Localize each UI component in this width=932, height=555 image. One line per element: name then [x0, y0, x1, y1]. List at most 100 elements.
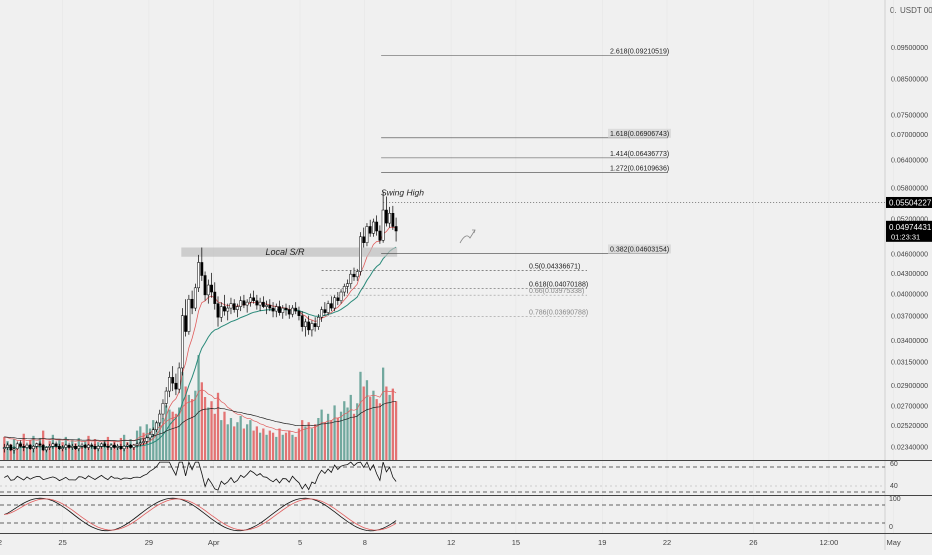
candle-body [190, 298, 194, 309]
time-tick-label: 25 [58, 538, 66, 547]
candle-body [252, 297, 256, 301]
volume-bar [255, 426, 258, 460]
candle-body [310, 323, 314, 331]
candle-body [294, 307, 298, 312]
fib-level-label: 0.382(0.04603154) [610, 246, 669, 253]
candle-body [258, 301, 262, 306]
candle-body [278, 306, 281, 313]
fibonacci-extension[interactable]: 2.618(0.09210519) 1.618(0.06906743) 1.414(… [321, 49, 671, 317]
volume-bar [262, 428, 265, 460]
projection-arrow[interactable] [459, 229, 476, 244]
candle-body [372, 221, 375, 234]
volume-bar [100, 446, 103, 460]
price-tick-label: 0.02520000 [891, 423, 928, 430]
candle-body [32, 446, 35, 449]
candle-body [54, 443, 58, 447]
candle-body [64, 444, 68, 448]
volume-bar [233, 426, 236, 460]
candle-body [184, 315, 188, 332]
countdown-text: 01:23:31 [891, 232, 920, 241]
candle-body [355, 271, 359, 278]
candle-body [368, 226, 372, 234]
candle-body [6, 444, 9, 448]
volume-bar [346, 407, 349, 460]
candlesticks[interactable] [2, 191, 398, 454]
rsi-tick-40: 40 [890, 483, 898, 490]
candle-body [248, 297, 252, 303]
price-tick-label: 0.06400000 [891, 158, 928, 165]
candle-body [268, 304, 272, 309]
volume-bar [320, 409, 323, 460]
volume-bar [132, 444, 135, 460]
candle-body [70, 446, 74, 448]
volume-bar [301, 420, 304, 460]
volume-bar [38, 437, 42, 460]
time-tick-label: May [887, 538, 901, 547]
volume-ma-line [4, 389, 397, 443]
volume-bar [16, 447, 19, 460]
volume-bar [29, 440, 32, 460]
candle-body [35, 443, 39, 447]
volume-bar [275, 436, 278, 460]
volume-bar [359, 371, 362, 460]
rsi-pane[interactable]: 60 40 [0, 460, 932, 493]
candle-body [93, 446, 97, 449]
stoch-rsi-pane[interactable]: 100 0 [0, 495, 932, 532]
local-support-resistance[interactable]: Local S/R [181, 247, 398, 257]
candle-body [19, 443, 22, 447]
swing-high-marker[interactable]: Swing High [381, 187, 885, 203]
volume-bar [297, 428, 301, 460]
candle-body [281, 307, 285, 313]
candle-body [80, 444, 84, 447]
candle-body [284, 307, 288, 310]
candle-body [106, 446, 110, 448]
fib-level-label: 1.618(0.06906743) [610, 131, 669, 138]
volume-bar [382, 367, 385, 460]
candle-body [25, 444, 29, 448]
candle-body [216, 303, 220, 318]
volume-bar [6, 441, 9, 460]
volume-bar [378, 403, 382, 460]
time-tick-label: 15 [512, 538, 520, 547]
candle-body [74, 446, 77, 449]
volume-bar [226, 424, 229, 460]
volume-bar [249, 420, 252, 460]
time-tick-label: 26 [749, 538, 757, 547]
candle-body [261, 301, 265, 307]
price-tick-label: 0.02340000 [891, 444, 928, 451]
volume-bar [103, 440, 106, 460]
candle-body [100, 443, 103, 447]
volume-bar [197, 355, 200, 460]
candle-body [15, 443, 19, 449]
time-tick-label: Apr [208, 538, 220, 547]
price-tick-label: 0.03700000 [891, 314, 928, 321]
volume-bar [80, 445, 84, 460]
candle-body [307, 321, 311, 331]
candle-body [394, 226, 398, 232]
time-tick-label: 22 [0, 538, 2, 547]
candle-body [239, 300, 243, 307]
candle-body [245, 301, 249, 306]
fib-level-label: 1.272(0.06109636) [610, 166, 669, 173]
time-axis[interactable]: 22 25 29 Apr 5 8 12 15 19 22 26 12:00 May [0, 533, 932, 548]
candle-body [122, 446, 126, 449]
volume-bar [229, 418, 233, 460]
candle-body [378, 230, 382, 241]
volume-bar [74, 443, 77, 460]
volume-bar [372, 390, 375, 460]
candle-body [329, 303, 333, 309]
volume-bar [352, 413, 356, 460]
candle-body [158, 413, 162, 424]
price-axis[interactable]: 0. USDT 00 0.09500000 0.08500000 0.0750000… [884, 0, 932, 550]
candle-body [274, 306, 278, 312]
candle-body [346, 283, 349, 287]
time-tick-label: 12:00 [819, 538, 838, 547]
local-sr-zone[interactable] [181, 247, 398, 257]
volume-bar [45, 446, 48, 460]
candle-body [119, 446, 123, 449]
volume-bar [391, 388, 394, 460]
volume-bar [35, 443, 38, 460]
swing-high-label: Swing High [381, 187, 424, 197]
